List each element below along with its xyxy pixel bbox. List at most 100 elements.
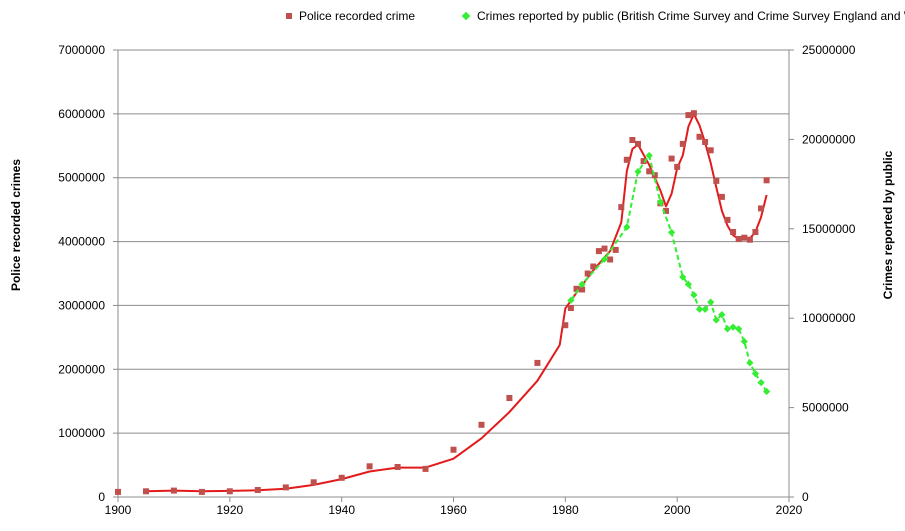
x-tick-label-2: 1940 [328, 503, 355, 517]
survey-point-10 [690, 291, 698, 299]
police-point-5 [254, 487, 261, 493]
x-tick-label-0: 1900 [105, 503, 132, 517]
survey-point-19 [740, 337, 748, 346]
police-point-39 [690, 110, 697, 117]
police-point-51 [758, 205, 764, 212]
police-point-49 [746, 236, 753, 243]
legend-label-survey: Crimes reported by public (British Crime… [477, 9, 905, 23]
police-point-21 [590, 263, 597, 270]
police-point-9 [366, 463, 373, 470]
y-tick-label-right-4: 20000000 [802, 132, 856, 146]
police-point-35 [668, 155, 675, 162]
police-point-50 [752, 229, 759, 235]
police-point-45 [724, 216, 731, 223]
survey-point-1 [578, 280, 586, 288]
police-point-29 [635, 140, 641, 147]
survey-point-21 [751, 370, 760, 378]
police-point-6 [282, 484, 289, 491]
police-point-7 [310, 479, 317, 486]
y-tick-label-right-5: 25000000 [802, 43, 856, 57]
survey-point-23 [763, 387, 771, 396]
gridlines [118, 49, 789, 434]
police-point-37 [679, 140, 686, 147]
police-point-16 [562, 322, 569, 329]
police-point-17 [567, 305, 574, 311]
police-point-20 [584, 270, 591, 277]
police-point-3 [198, 488, 205, 495]
y-axis-title-left: Police recorded crimes [9, 159, 23, 291]
police-point-47 [735, 236, 742, 242]
police-point-30 [640, 158, 647, 165]
police-point-44 [718, 193, 725, 200]
police-point-18 [573, 285, 580, 292]
police-point-14 [506, 395, 513, 401]
x-tick-label-1: 1920 [216, 503, 243, 517]
legend-marker-survey [461, 11, 471, 21]
police-point-43 [713, 177, 720, 184]
police-point-8 [338, 474, 345, 481]
police-point-26 [618, 204, 625, 211]
police-point-1 [143, 488, 149, 495]
survey-point-2 [600, 255, 609, 263]
police-point-10 [394, 464, 401, 470]
police-point-13 [478, 421, 485, 428]
plot-area [115, 110, 771, 495]
survey-point-7 [667, 228, 676, 236]
police-point-19 [579, 286, 586, 293]
police-point-34 [663, 207, 669, 214]
legend: Police recorded crime Crimes reported by… [286, 9, 905, 23]
survey-point-6 [656, 198, 664, 206]
y-tick-label-right-3: 15000000 [802, 222, 856, 236]
police-point-52 [763, 177, 770, 184]
police-point-15 [534, 359, 541, 366]
y-tick-label-left-4: 4000000 [58, 235, 105, 249]
police-point-46 [730, 229, 737, 235]
police-point-28 [629, 137, 636, 143]
police-point-11 [422, 465, 429, 472]
survey-point-20 [746, 359, 754, 367]
y-tick-label-left-0: 0 [98, 490, 105, 504]
police-trend-line [145, 112, 768, 493]
y-tick-label-left-2: 2000000 [58, 362, 105, 376]
police-point-41 [702, 139, 709, 145]
survey-point-12 [701, 305, 709, 313]
legend-marker-police [286, 13, 292, 19]
survey-point-0 [567, 296, 575, 304]
survey-point-4 [634, 167, 642, 176]
survey-point-18 [735, 325, 743, 333]
x-tick-label-4: 1980 [552, 503, 579, 517]
x-tick-label-6: 2020 [776, 503, 803, 517]
survey-point-5 [645, 151, 653, 160]
x-tick-label-3: 1960 [440, 503, 467, 517]
x-tick-label-5: 2000 [664, 503, 691, 517]
y-axis-title-right: Crimes reported by public [881, 150, 895, 299]
survey-point-3 [623, 223, 631, 231]
police-point-22 [595, 248, 602, 255]
y-tick-label-left-5: 5000000 [58, 171, 105, 185]
police-point-4 [226, 488, 233, 495]
police-point-25 [612, 246, 619, 253]
police-point-12 [450, 446, 457, 453]
police-point-42 [707, 147, 714, 154]
police-point-23 [601, 245, 608, 252]
survey-point-16 [723, 325, 732, 333]
survey-point-13 [707, 298, 715, 306]
survey-point-8 [679, 273, 687, 281]
y-tick-label-left-1: 1000000 [58, 426, 105, 440]
y-tick-label-left-3: 3000000 [58, 298, 105, 312]
axes [113, 49, 794, 502]
survey-point-15 [718, 311, 726, 319]
legend-label-police: Police recorded crime [299, 9, 415, 23]
police-point-38 [685, 112, 692, 119]
survey-point-14 [712, 316, 720, 324]
tick-labels: 0 1000000 2000000 3000000 4000000 5000000 6000… [58, 43, 855, 517]
police-point-40 [696, 133, 703, 140]
y-tick-label-right-0: 0 [802, 490, 809, 504]
y-tick-label-left-7: 7000000 [58, 43, 105, 57]
survey-point-17 [729, 323, 737, 331]
y-tick-label-right-2: 10000000 [802, 311, 856, 325]
police-point-27 [623, 156, 630, 163]
police-point-36 [674, 163, 681, 170]
police-point-0 [115, 488, 121, 495]
